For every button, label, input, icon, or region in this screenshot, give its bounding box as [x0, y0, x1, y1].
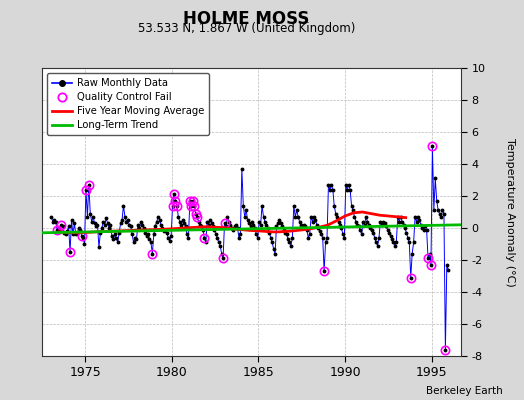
- Legend: Raw Monthly Data, Quality Control Fail, Five Year Moving Average, Long-Term Tren: Raw Monthly Data, Quality Control Fail, …: [47, 73, 209, 135]
- Text: HOLME MOSS: HOLME MOSS: [183, 10, 310, 28]
- Text: Berkeley Earth: Berkeley Earth: [427, 386, 503, 396]
- Y-axis label: Temperature Anomaly (°C): Temperature Anomaly (°C): [505, 138, 515, 286]
- Text: 53.533 N, 1.867 W (United Kingdom): 53.533 N, 1.867 W (United Kingdom): [138, 22, 355, 35]
